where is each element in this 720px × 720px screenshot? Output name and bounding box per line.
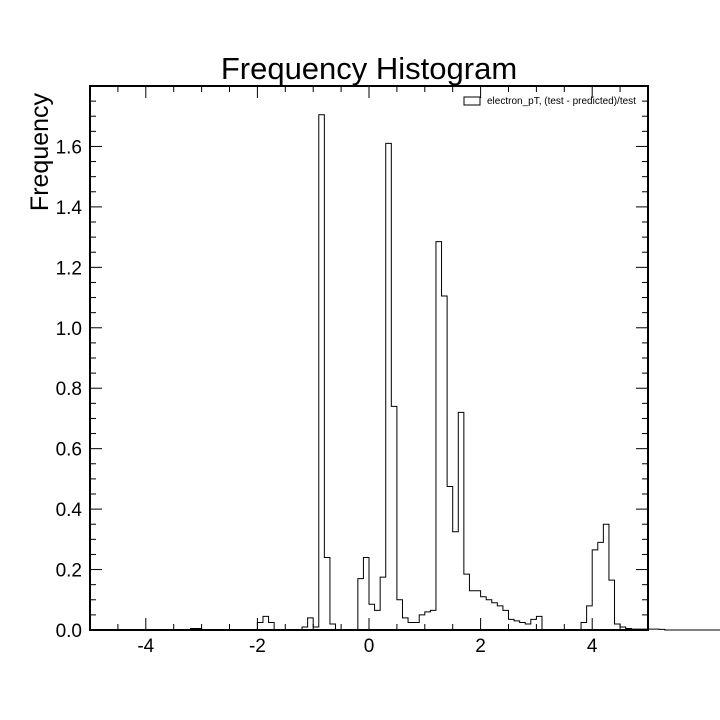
legend: electron_pT, (test - predicted)/test: [463, 96, 636, 107]
legend-swatch: [463, 96, 481, 106]
legend-label: electron_pT, (test - predicted)/test: [487, 96, 636, 107]
y-tick-label: 1.2: [56, 258, 82, 279]
y-tick-label: 0.0: [56, 621, 82, 642]
x-tick-label: 0: [364, 636, 375, 657]
y-tick-label: 0.6: [56, 440, 82, 461]
x-tick-label: 2: [475, 636, 486, 657]
plot-area: -4 -2 0 2 4 0.0 0.2 0.4 0.6 0.8 1.0 1.2 1.4 1.6: [56, 85, 720, 657]
y-tick-label: 0.4: [56, 500, 83, 521]
x-tick-label: -2: [249, 636, 266, 657]
y-axis-label: Frequency: [26, 92, 54, 211]
y-tick-label: 1.4: [56, 198, 83, 219]
y-tick-label: 0.8: [56, 379, 82, 400]
y-tick-label: 1.6: [56, 137, 82, 158]
x-tick-label: 4: [587, 636, 598, 657]
x-tick-label: -4: [137, 636, 154, 657]
y-tick-label: 1.0: [56, 319, 82, 340]
chart-title: Frequency Histogram: [221, 51, 517, 86]
y-tick-label: 0.2: [56, 561, 82, 582]
